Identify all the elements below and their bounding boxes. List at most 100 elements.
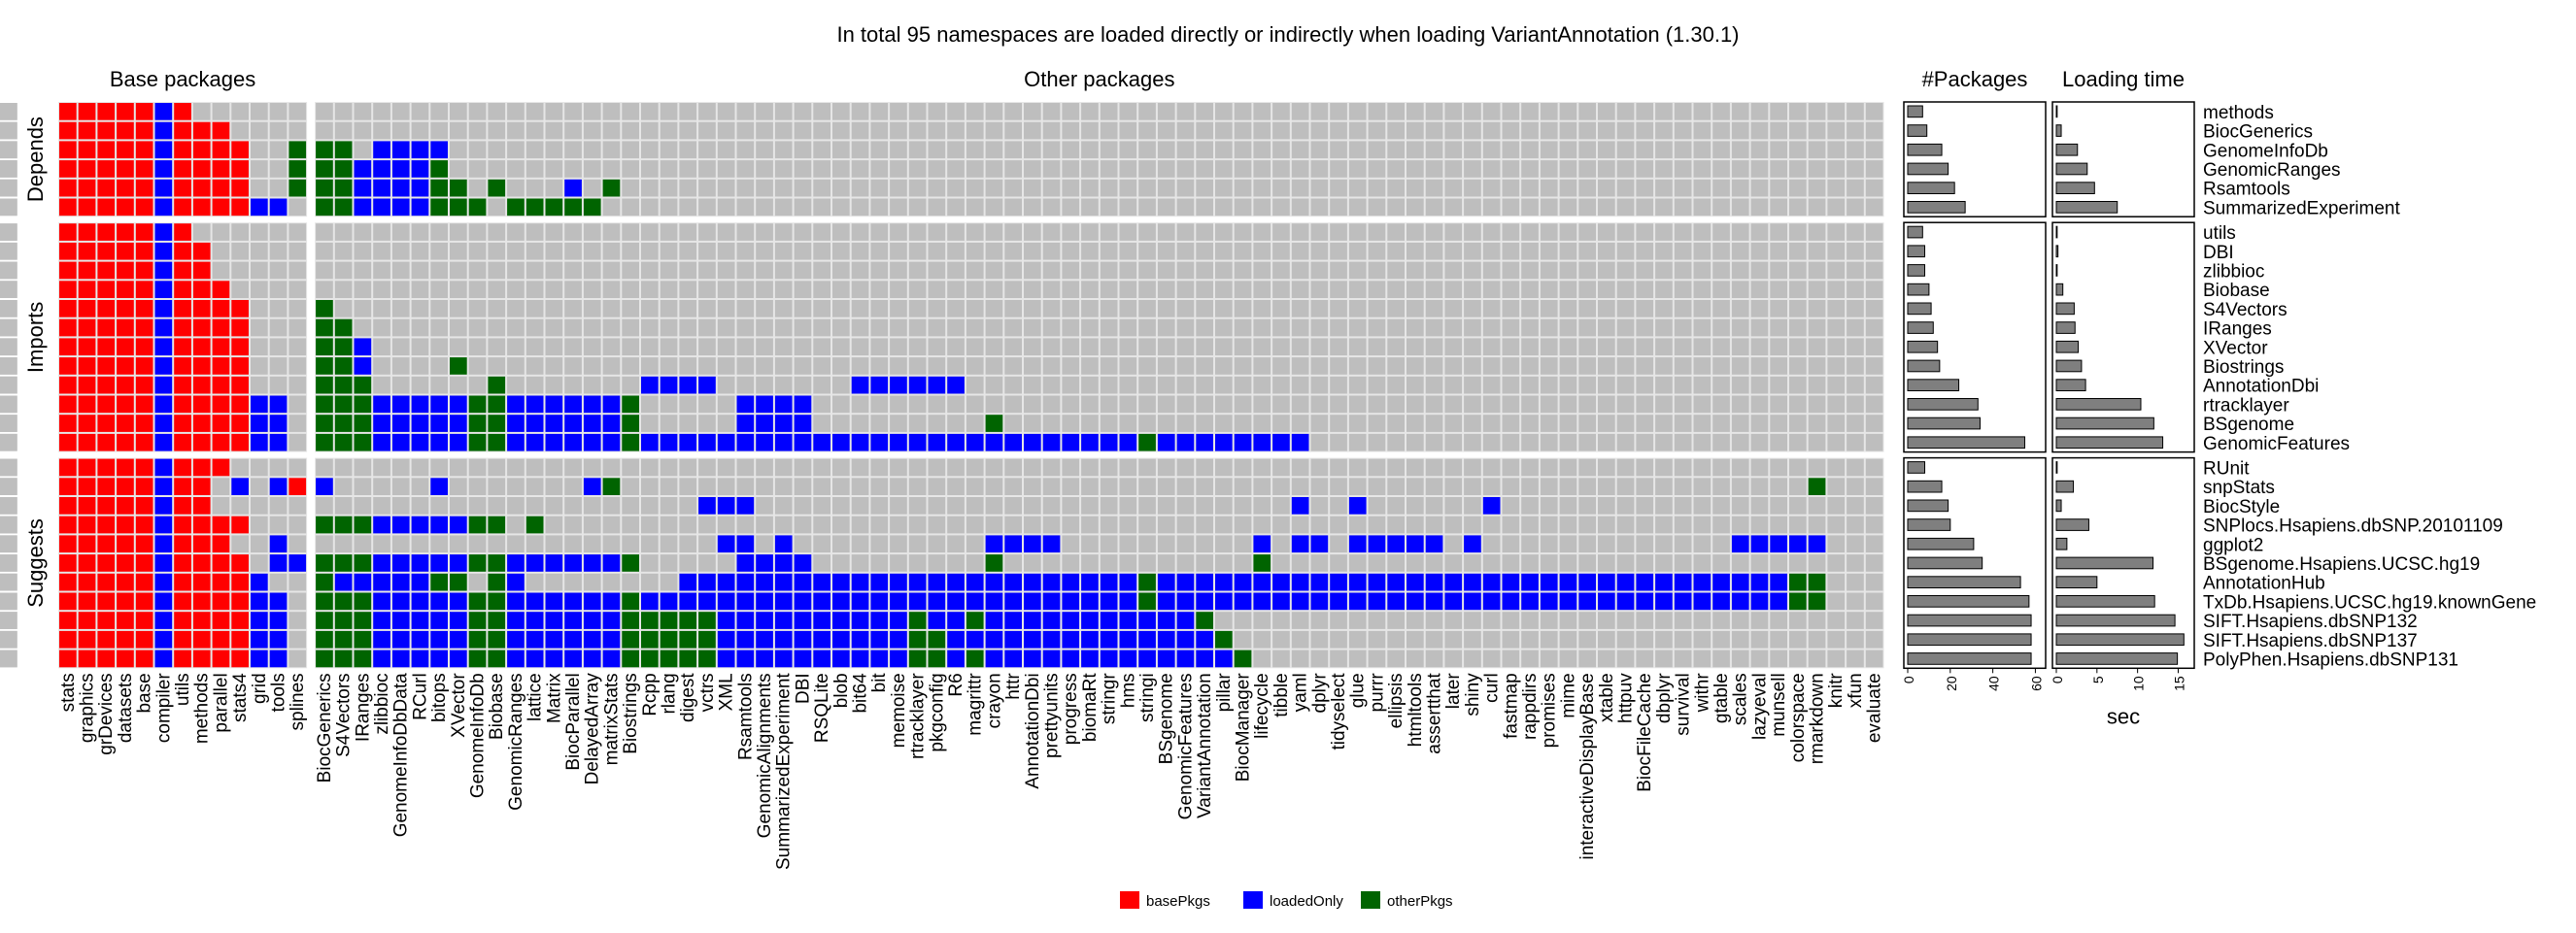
- heatmap-cell: [288, 223, 307, 241]
- heatmap-cell: [1598, 415, 1615, 432]
- heatmap-cell: [1425, 433, 1443, 451]
- heatmap-cell: [468, 160, 487, 178]
- heatmap-cell: [174, 415, 191, 432]
- heatmap-cell: [1291, 261, 1309, 280]
- heatmap-cell: [373, 103, 390, 120]
- heatmap-cell: [1827, 198, 1846, 217]
- heatmap-cell: [135, 338, 153, 356]
- heatmap-cell: [1865, 141, 1883, 159]
- heatmap-cell: [660, 357, 678, 375]
- heatmap-cell: [1808, 121, 1826, 140]
- heatmap-cell: [1407, 357, 1424, 375]
- heatmap-cell: [1100, 592, 1118, 611]
- heatmap-cell: [1196, 554, 1213, 572]
- heatmap-cell: [1655, 650, 1673, 668]
- heatmap-cell: [488, 554, 506, 572]
- heatmap-cell: [947, 376, 965, 394]
- heatmap-cell: [583, 179, 601, 197]
- heatmap-cell: [1310, 458, 1329, 477]
- heatmap-cell: [59, 338, 77, 356]
- heatmap-cell: [1387, 338, 1405, 356]
- heatmap-cell: [813, 573, 830, 591]
- heatmap-cell: [622, 300, 639, 317]
- heatmap-cell: [1081, 318, 1099, 337]
- heatmap-cell: [1540, 433, 1558, 451]
- heatmap-cell: [0, 338, 17, 356]
- heatmap-cell: [1540, 478, 1558, 495]
- heatmap-cell: [1693, 242, 1712, 260]
- heatmap-cell: [1636, 458, 1654, 477]
- heatmap-cell: [698, 357, 716, 375]
- heatmap-cell: [1387, 592, 1405, 611]
- column-tick-label: methods: [192, 673, 213, 744]
- heatmap-cell: [1215, 516, 1233, 534]
- heatmap-cell: [1062, 179, 1080, 197]
- heatmap-cell: [813, 357, 830, 375]
- heatmap-cell: [985, 395, 1003, 414]
- heatmap-cell: [1100, 612, 1118, 629]
- column-tick-label: GenomicRanges: [506, 673, 526, 811]
- heatmap-cell: [1789, 516, 1807, 534]
- heatmap-cell: [545, 121, 563, 140]
- heatmap-cell: [1215, 376, 1233, 394]
- heatmap-cell: [717, 497, 735, 515]
- heatmap-cell: [1348, 121, 1367, 140]
- heatmap-cell: [756, 395, 773, 414]
- heatmap-cell: [966, 497, 984, 515]
- heatmap-cell: [59, 376, 77, 394]
- column-tick-label: base: [135, 673, 155, 713]
- heatmap-cell: [679, 554, 697, 572]
- heatmap-cell: [832, 281, 850, 298]
- heatmap-cell: [1062, 103, 1080, 120]
- heatmap-cell: [1215, 141, 1233, 159]
- heatmap-cell: [660, 141, 678, 159]
- time_panel-bar: [2055, 302, 2075, 316]
- heatmap-cell: [966, 357, 984, 375]
- column-tick-label: progress: [1061, 673, 1081, 745]
- heatmap-cell: [1157, 318, 1175, 337]
- heatmap-cell: [411, 179, 429, 197]
- heatmap-cell: [679, 415, 697, 432]
- heatmap-cell: [525, 376, 544, 394]
- heatmap-cell: [1540, 535, 1558, 553]
- heatmap-cell: [1234, 630, 1252, 649]
- heatmap-cell: [135, 592, 153, 611]
- heatmap-cell: [525, 281, 544, 298]
- heatmap-cell: [1598, 433, 1615, 451]
- heatmap-cell: [373, 223, 390, 241]
- heatmap-cell: [269, 516, 288, 534]
- heatmap-cell: [1770, 376, 1787, 394]
- heatmap-cell: [1502, 612, 1520, 629]
- heatmap-cell: [1310, 223, 1329, 241]
- heatmap-cell: [1482, 261, 1501, 280]
- heatmap-cell: [411, 612, 429, 629]
- heatmap-cell: [1348, 376, 1367, 394]
- heatmap-cell: [269, 300, 288, 317]
- packages_panel-bar: [1907, 162, 1949, 176]
- heatmap-cell: [545, 650, 563, 668]
- heatmap-cell: [1138, 630, 1156, 649]
- heatmap-cell: [1808, 535, 1826, 553]
- heatmap-cell: [851, 612, 869, 629]
- heatmap-cell: [269, 357, 288, 375]
- heatmap-cell: [1310, 121, 1329, 140]
- heatmap-cell: [354, 630, 372, 649]
- heatmap-cell: [1119, 592, 1137, 611]
- heatmap-cell: [1712, 242, 1730, 260]
- packages_panel-bar: [1907, 436, 2025, 450]
- heatmap-cell: [59, 357, 77, 375]
- heatmap-cell: [602, 357, 621, 375]
- heatmap-cell: [1368, 516, 1386, 534]
- heatmap-cell: [251, 300, 268, 317]
- heatmap-cell: [59, 242, 77, 260]
- legend-label: otherPkgs: [1387, 893, 1453, 910]
- heatmap-cell: [1042, 415, 1061, 432]
- column-tick-label: pillar: [1214, 673, 1235, 713]
- heatmap-cell: [1521, 103, 1539, 120]
- heatmap-cell: [1138, 179, 1156, 197]
- heatmap-cell: [698, 478, 716, 495]
- heatmap-cell: [334, 415, 353, 432]
- heatmap-cell: [1464, 121, 1481, 140]
- heatmap-cell: [1291, 198, 1309, 217]
- heatmap-cell: [1100, 318, 1118, 337]
